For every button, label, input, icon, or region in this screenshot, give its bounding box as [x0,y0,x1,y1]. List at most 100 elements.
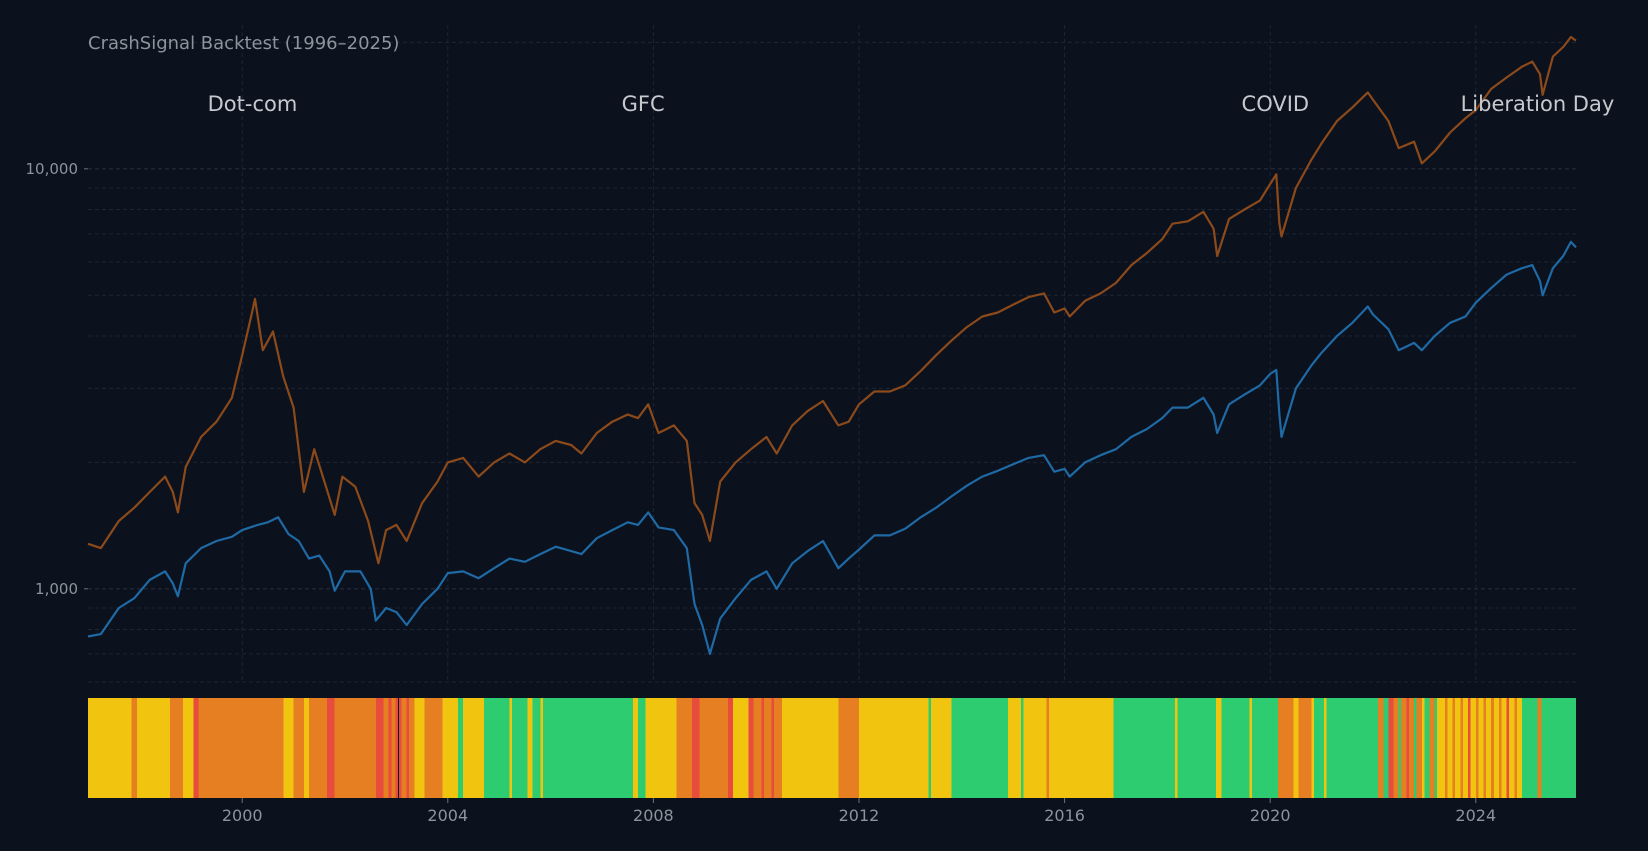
regime-segment-red [375,698,384,798]
regime-segment-orange [391,698,397,798]
x-tick-label: 2012 [839,806,880,825]
regime-segment-yellow [88,698,132,798]
regime-segment-orange [1444,698,1448,798]
annotation-label: Dot-com [208,92,298,116]
regime-segment-yellow [1501,698,1507,798]
regime-segment-red [1406,698,1409,798]
regime-segment-yellow [1311,698,1314,798]
regime-segment-red [193,698,199,798]
annotation-label: COVID [1242,92,1310,116]
regime-segment-yellow [1516,698,1523,798]
regime-segment-yellow [303,698,310,798]
regime-segment-red [327,698,335,798]
regime-segment-orange [1475,698,1479,798]
regime-segment-yellow [930,698,952,798]
regime-segment-yellow [442,698,459,798]
regime-segment-orange [1452,698,1456,798]
regime-segment-red [727,698,734,798]
regime-segment-yellow [1437,698,1445,798]
regime-segment-yellow [1008,698,1021,798]
x-tick-label: 2004 [427,806,468,825]
regime-segment-yellow [1447,698,1453,798]
y-axis: 1,000 10,000 [26,160,88,598]
regime-segment-orange [334,698,376,798]
regime-segment-yellow [414,698,425,798]
regime-segment-orange [1393,698,1399,798]
series-line-2 [87,240,1577,655]
regime-segment-green [951,698,1009,798]
regime-segment-yellow [645,698,677,798]
regime-segment-orange [753,698,782,798]
x-tick-label: 2020 [1250,806,1291,825]
regime-segment-yellow [463,698,484,798]
regime-segment-green [458,698,464,798]
regime-segment-yellow [1175,698,1178,798]
x-tick-label: 2000 [222,806,263,825]
regime-segment-orange [699,698,728,798]
regime-segment-orange [1491,698,1494,798]
regime-segment-green [1326,698,1379,798]
regime-segment-green [1020,698,1024,798]
regime-segment-yellow [1023,698,1047,798]
chart-series [87,35,1577,655]
series-line-1 [87,35,1577,565]
regime-segment-yellow [183,698,194,798]
regime-segment-green [1434,698,1438,798]
regime-segment-green [1522,698,1538,798]
regime-segment-yellow [1293,698,1299,798]
regime-segment-orange [1429,698,1435,798]
regime-segment-green [1383,698,1389,798]
regime-segment-yellow [733,698,749,798]
y-tick-label: 10,000 [26,160,79,178]
regime-segment-red [406,698,410,798]
regime-segment-orange [1046,698,1050,798]
regime-segment-green [542,698,633,798]
regime-segment-orange [1378,698,1384,798]
regime-segment-green [928,698,931,798]
regime-segment-green [1414,698,1417,798]
regime-bar [88,698,1576,798]
x-tick-label: 2016 [1044,806,1085,825]
regime-segment-orange [383,698,389,798]
regime-segment-yellow [509,698,513,798]
regime-segment-orange [676,698,692,798]
regime-segment-orange [1416,698,1422,798]
regime-segment-yellow [1478,698,1484,798]
regime-segment-red [1468,698,1471,798]
regime-segment-orange [409,698,415,798]
regime-segment-yellow [781,698,839,798]
regime-segment-yellow [858,698,929,798]
regime-segment-green [1541,698,1576,798]
regime-segment-yellow [1421,698,1425,798]
regime-segment-orange [1408,698,1415,798]
regime-segment-yellow [136,698,171,798]
regime-segment-red [1506,698,1510,798]
regime-segment-orange [424,698,443,798]
regime-segment-orange [293,698,304,798]
regime-segment-orange [838,698,859,798]
regime-segment-yellow [1249,698,1253,798]
chart-title: CrashSignal Backtest (1996–2025) [88,33,399,54]
annotation-label: GFC [622,92,665,116]
regime-segment-orange [1483,698,1487,798]
regime-segment-orange [170,698,184,798]
regime-segment-green [532,698,541,798]
x-tick-label: 2008 [633,806,674,825]
regime-segment-orange [1537,698,1542,798]
regime-segment-yellow [283,698,294,798]
regime-segment-red [691,698,700,798]
regime-segment-red [388,698,392,798]
annotation-label: Liberation Day [1461,92,1615,116]
regime-segment-orange [1460,698,1463,798]
regime-segment-red [748,698,754,798]
regime-segment-green [483,698,510,798]
regime-segment-green [1252,698,1278,798]
regime-segment-green [1177,698,1217,798]
regime-segment-orange [401,698,407,798]
regime-segment-green [1398,698,1402,798]
regime-segment-yellow [540,698,543,798]
regime-segment-yellow [1216,698,1222,798]
regime-segment-yellow [527,698,533,798]
regime-segment-green [1424,698,1430,798]
